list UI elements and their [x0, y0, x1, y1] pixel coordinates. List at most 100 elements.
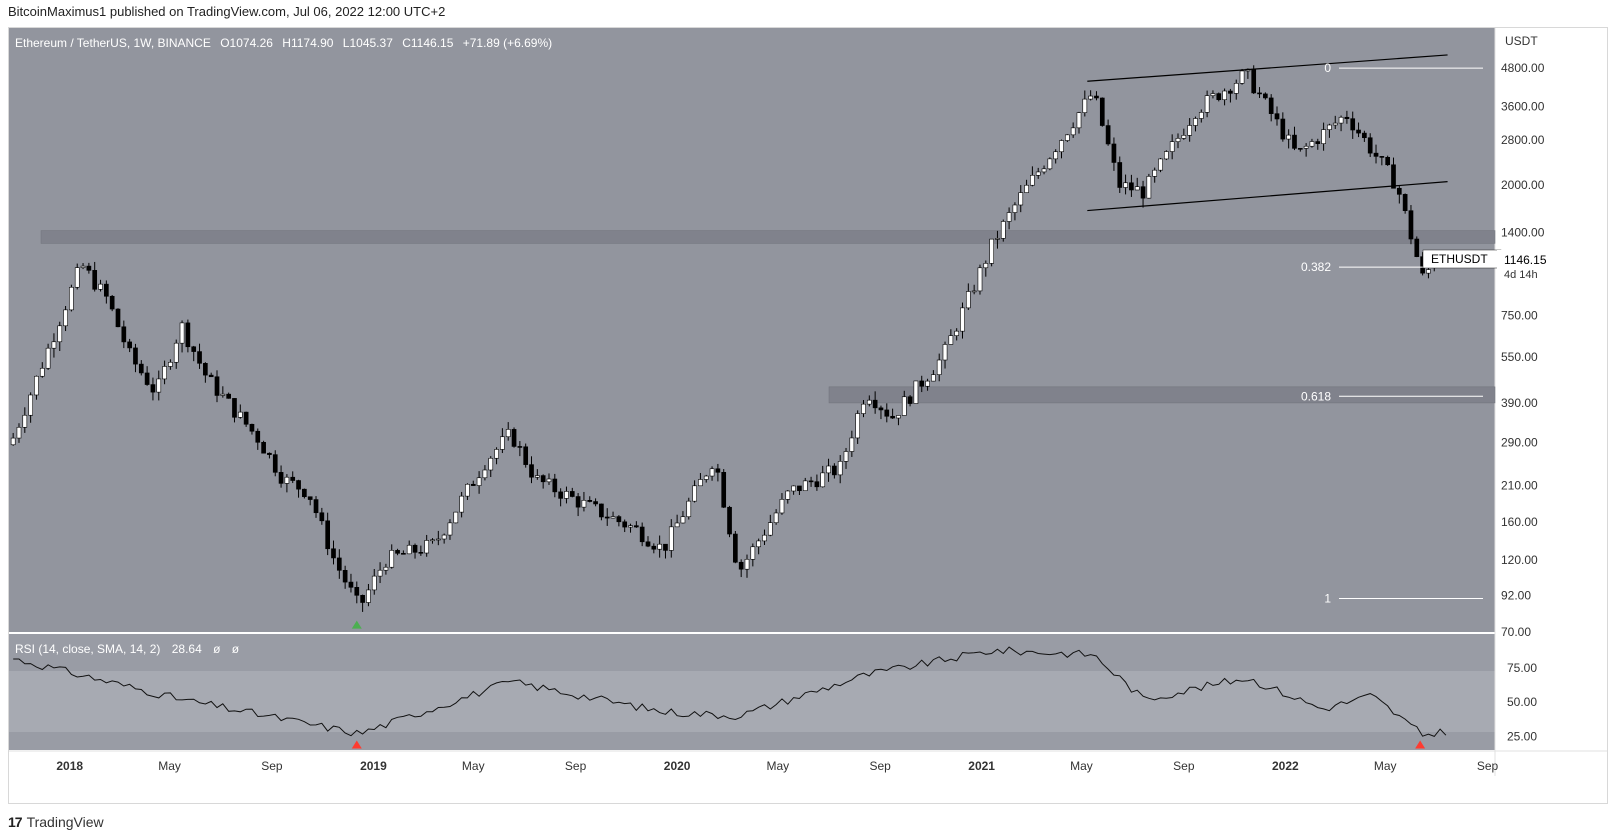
candle [773, 512, 779, 523]
candle [302, 488, 307, 498]
candle [447, 522, 453, 536]
fib-label: 0 [1324, 61, 1331, 75]
rsi-band [9, 671, 1495, 732]
candle [1274, 113, 1280, 120]
candle [1350, 118, 1356, 131]
candle [1426, 269, 1431, 274]
candle [1321, 129, 1326, 144]
candle [296, 480, 301, 490]
candle [983, 263, 989, 269]
tradingview-logo-icon[interactable]: 17 [8, 814, 23, 830]
rsi-empty-1: ø [213, 642, 221, 656]
candle [383, 566, 389, 571]
candle [791, 485, 796, 492]
price-pane[interactable] [9, 28, 1495, 632]
price-zone[interactable] [40, 230, 1496, 244]
price-axis[interactable]: 4800.00 3600.00 2800.00 2000.00 1400.00 750.0… [1501, 61, 1545, 639]
candle [168, 361, 173, 367]
candle [1006, 212, 1012, 222]
support-resistance-zones [40, 230, 1496, 404]
candle [925, 380, 930, 387]
fibonacci-levels[interactable]: 0 0.382 0.618 1 [1301, 61, 1483, 605]
rsi-axis[interactable]: 75.00 50.00 25.00 [1507, 661, 1537, 743]
candle [354, 587, 360, 596]
legend-h-label: H [282, 36, 291, 50]
legend-change: +71.89 (+6.69%) [463, 36, 552, 50]
candle [208, 374, 214, 378]
candle [162, 366, 167, 380]
candle [762, 534, 767, 542]
candle [849, 437, 855, 452]
candle [1181, 135, 1187, 139]
candle [890, 415, 895, 419]
candle [511, 429, 517, 447]
time-tick: 2018 [56, 759, 83, 773]
candle [377, 569, 383, 577]
price-tick: 290.00 [1501, 435, 1538, 449]
candle [832, 465, 837, 476]
candle [802, 480, 808, 492]
chart-frame: 0 0.382 0.618 1 Ethereum / TetherUS, 1W, BI… [8, 27, 1608, 804]
candle [651, 545, 657, 550]
bearish-marker-icon [1415, 740, 1426, 749]
candle [709, 468, 715, 477]
candle [1169, 141, 1175, 152]
candle [756, 540, 761, 548]
candle [307, 496, 313, 500]
candle [1053, 151, 1059, 160]
candle [1280, 118, 1286, 140]
footer-brand[interactable]: TradingView [26, 814, 104, 830]
candle [1315, 141, 1321, 144]
candle [156, 378, 162, 393]
candle [1076, 112, 1082, 129]
candle [401, 553, 406, 555]
time-axis[interactable]: 2018 May Sep 2019 May Sep 2020 May Sep 2021 May Sep… [56, 759, 1498, 773]
candle [313, 499, 319, 514]
candle [10, 437, 16, 446]
candle [272, 454, 278, 473]
candle [1018, 192, 1024, 206]
channel-upper-line[interactable] [1087, 54, 1448, 82]
candle [237, 411, 243, 418]
candle [1204, 95, 1210, 113]
time-tick: May [766, 759, 789, 773]
candle [901, 396, 907, 416]
candle [465, 483, 470, 497]
candle [569, 491, 575, 497]
candle [1152, 169, 1158, 177]
channel-lower-line[interactable] [1087, 181, 1448, 212]
candle [1309, 141, 1315, 147]
candle [284, 476, 290, 484]
price-tick: 550.00 [1501, 350, 1538, 364]
candle [721, 472, 727, 508]
candle [1134, 186, 1140, 191]
ascending-channel[interactable] [1087, 54, 1448, 212]
candle [249, 423, 255, 432]
markers-group [351, 620, 1426, 749]
candle [138, 363, 144, 374]
candle [1362, 132, 1367, 139]
candle [278, 472, 284, 484]
last-price-value: 1146.15 [1504, 253, 1547, 267]
candle [861, 403, 866, 414]
candle [645, 541, 651, 547]
time-tick: 2022 [1272, 759, 1299, 773]
candle [476, 477, 482, 486]
candle [92, 270, 98, 290]
candle [692, 485, 697, 502]
candle [913, 380, 919, 404]
price-tick: 210.00 [1501, 478, 1538, 492]
price-zone[interactable] [828, 386, 1496, 404]
candle [971, 290, 977, 293]
candle [98, 283, 103, 290]
candle [552, 478, 558, 493]
candle [441, 534, 447, 540]
candle [500, 436, 505, 450]
price-tick: 2000.00 [1501, 178, 1545, 192]
candle [785, 490, 791, 500]
candle [989, 238, 994, 264]
candle [348, 581, 354, 588]
candle [896, 415, 901, 419]
candle [1082, 98, 1088, 113]
candle [703, 475, 709, 480]
